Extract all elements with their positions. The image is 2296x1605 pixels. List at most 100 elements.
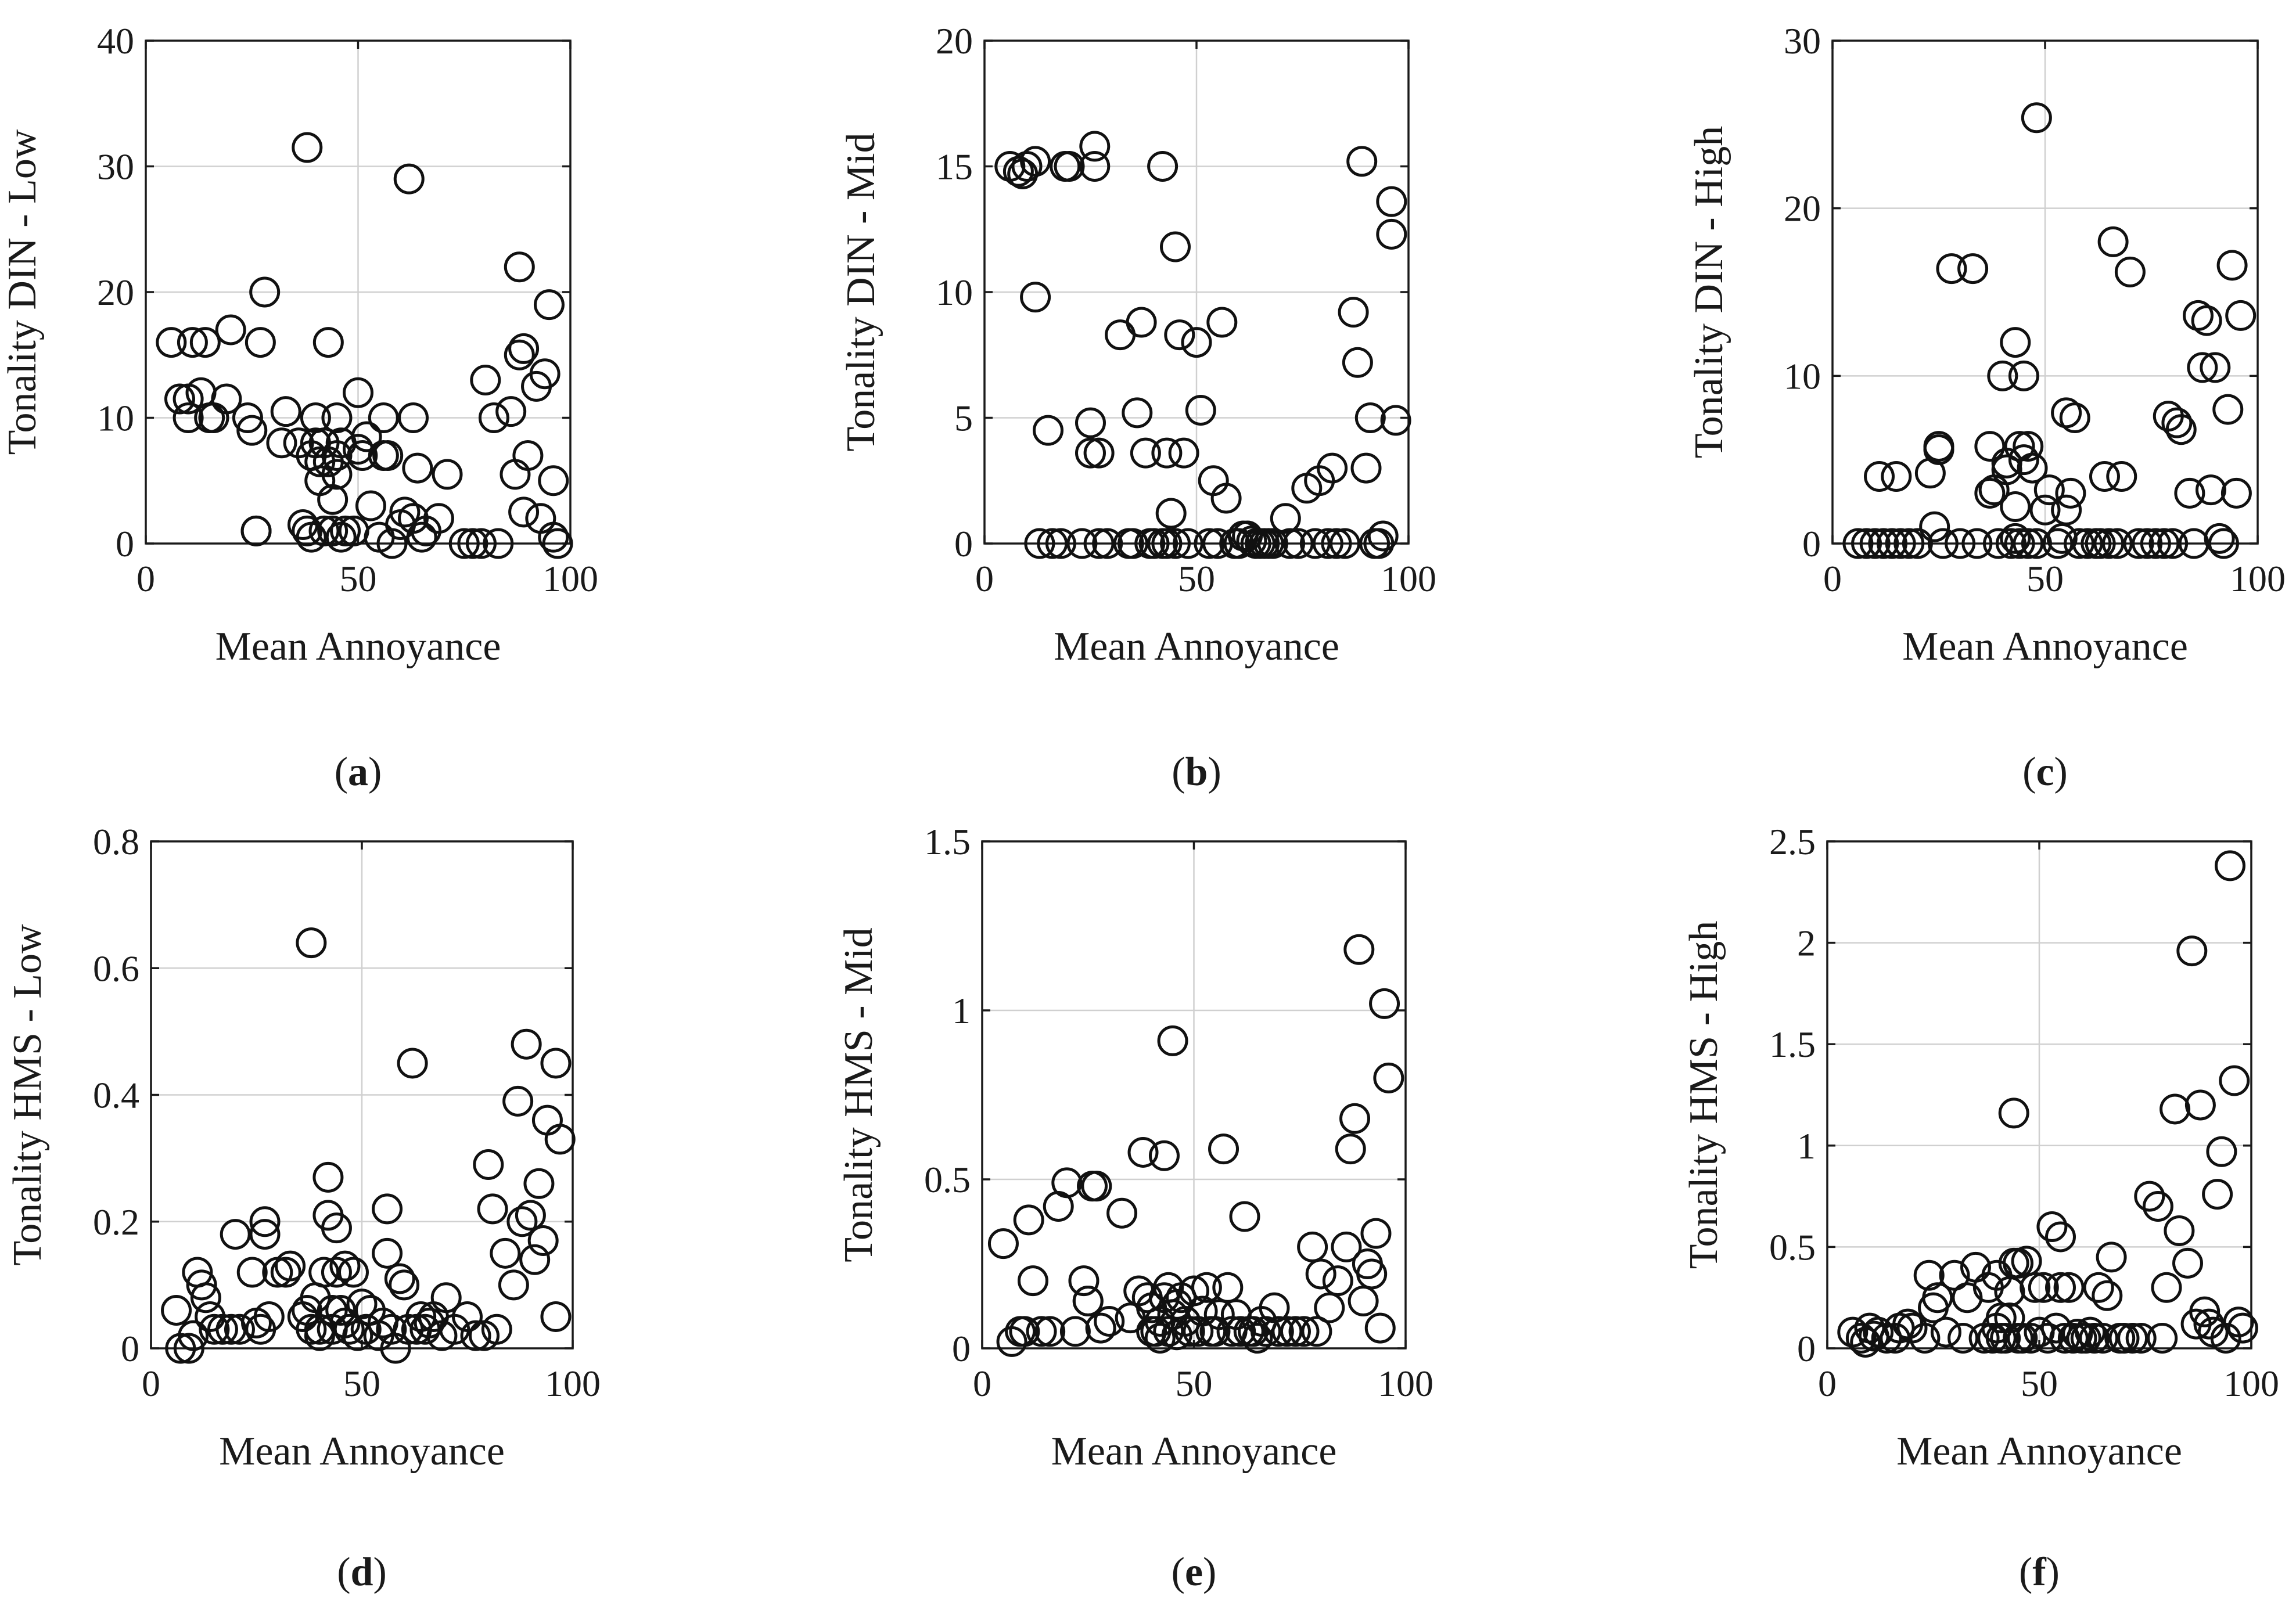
data-point — [1033, 415, 1063, 446]
data-point — [2089, 461, 2120, 492]
data-point — [405, 1301, 437, 1332]
data-point — [2184, 1089, 2216, 1121]
data-point — [1238, 1316, 1269, 1347]
y-tick-label: 0 — [952, 1328, 971, 1369]
data-point — [207, 1313, 238, 1345]
data-point — [2151, 1272, 2182, 1303]
data-point — [2029, 494, 2061, 526]
x-tick-label: 50 — [2026, 558, 2064, 599]
data-point — [321, 402, 353, 433]
data-point — [1376, 218, 1407, 250]
data-point — [1178, 1275, 1209, 1307]
data-point — [329, 1250, 361, 1282]
data-point — [397, 1048, 428, 1079]
data-point — [2212, 394, 2244, 425]
data-point — [1957, 253, 1989, 285]
data-point — [1183, 1316, 1214, 1347]
data-point — [1945, 528, 1976, 559]
panel-label-letter: f — [2032, 1550, 2046, 1595]
data-point — [1037, 528, 1068, 559]
data-point — [2033, 474, 2065, 506]
data-point — [542, 528, 573, 559]
panel-label-a: (a) — [335, 750, 382, 794]
data-point — [2176, 935, 2208, 967]
y-axis-label: Tonality HMS - High — [1681, 921, 1726, 1269]
data-point — [1085, 1312, 1116, 1344]
data-point — [1191, 1272, 1222, 1303]
data-point — [1982, 528, 2014, 559]
data-point — [308, 515, 340, 546]
data-point — [1138, 528, 1170, 559]
y-tick-label: 0.4 — [93, 1075, 139, 1116]
data-point — [2140, 528, 2171, 559]
data-point — [1094, 1305, 1125, 1337]
data-point — [1160, 528, 1191, 559]
data-point — [317, 484, 348, 515]
data-point — [1923, 434, 1954, 465]
data-point — [1885, 528, 1916, 559]
data-point — [483, 528, 514, 559]
data-point — [372, 1193, 403, 1225]
panel-label-b: (b) — [1172, 750, 1221, 794]
chart-panel-a: 0 50 100 0 10 20 30 40 Mean Annoyance Tonality DI… — [0, 20, 598, 794]
data-point — [1961, 528, 1993, 559]
data-point — [2032, 1323, 2064, 1354]
data-point — [1356, 1258, 1388, 1290]
data-point — [347, 440, 378, 471]
data-point — [2125, 1323, 2157, 1354]
data-point — [2059, 402, 2090, 433]
x-tick-label: 50 — [340, 558, 377, 599]
x-axis-label: Mean Annoyance — [1902, 624, 2188, 669]
data-point — [1301, 1316, 1332, 1347]
data-point — [1270, 503, 1301, 534]
data-point — [1991, 454, 2022, 485]
data-point — [478, 402, 509, 433]
data-point — [1919, 511, 1950, 542]
data-point — [249, 276, 281, 308]
data-point — [389, 496, 421, 528]
chart-panel-f: 0 50 100 0 0.5 1 1.5 2 2.5 Mean Annoyance Tonality… — [1681, 821, 2279, 1595]
x-tick-label: 50 — [1178, 558, 1215, 599]
y-axis-label: Tonality DIN - Mid — [839, 132, 883, 451]
data-point — [511, 1028, 542, 1060]
data-point — [1936, 253, 1967, 285]
data-point — [317, 515, 348, 546]
data-point — [321, 459, 353, 490]
y-tick-label: 0 — [121, 1328, 139, 1369]
data-point — [2017, 452, 2048, 484]
data-point — [2020, 1272, 2051, 1303]
data-point — [1223, 528, 1255, 559]
data-point — [1013, 1204, 1044, 1236]
data-point — [2051, 494, 2082, 526]
panel-label-letter: c — [2036, 750, 2054, 794]
data-point — [1206, 307, 1238, 338]
data-point — [1229, 1201, 1260, 1232]
panel-label-e: (e) — [1172, 1550, 1217, 1595]
data-point — [1151, 528, 1183, 559]
data-point — [1164, 319, 1195, 351]
data-point — [2134, 1181, 2165, 1212]
data-point — [1068, 1265, 1100, 1297]
data-point — [2216, 250, 2248, 281]
data-point — [406, 521, 437, 553]
data-point — [156, 327, 187, 358]
data-point — [1151, 437, 1183, 469]
data-point — [1081, 1171, 1112, 1202]
data-point — [2208, 528, 2239, 559]
data-point — [161, 1295, 192, 1326]
x-tick-label: 100 — [2223, 1363, 2279, 1404]
data-point — [1257, 528, 1288, 559]
data-point — [1118, 528, 1148, 559]
data-point — [333, 1313, 365, 1345]
data-point — [2000, 327, 2031, 358]
x-tick-label: 0 — [142, 1363, 160, 1404]
data-point — [2223, 1307, 2254, 1338]
data-point — [372, 440, 404, 471]
data-point — [473, 1149, 504, 1181]
data-point — [1225, 1316, 1256, 1347]
panel-label-close-paren: ) — [2054, 750, 2068, 794]
data-point — [199, 1313, 230, 1345]
data-point — [2114, 256, 2146, 287]
data-point — [457, 528, 488, 559]
data-point — [2101, 528, 2133, 559]
